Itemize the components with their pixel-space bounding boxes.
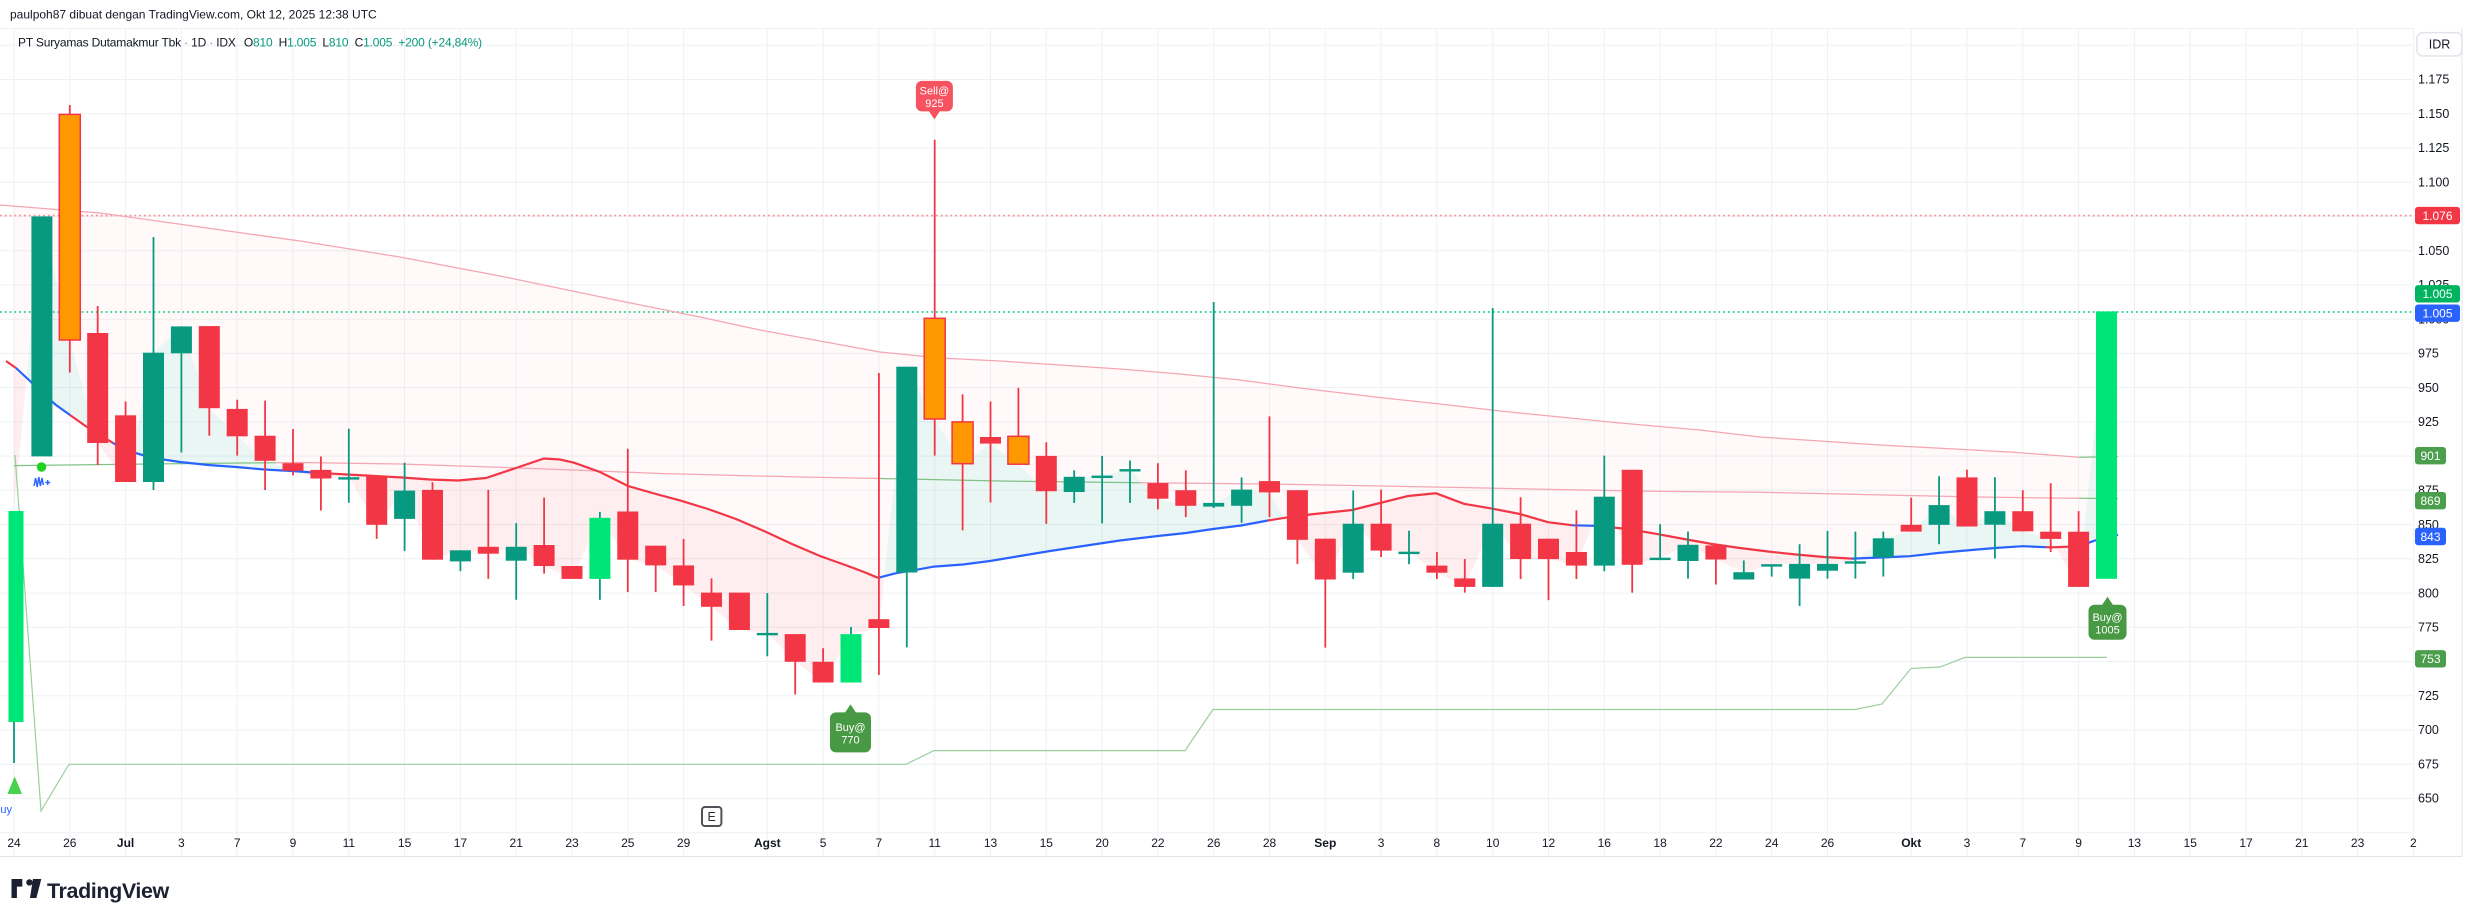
svg-text:15: 15 — [1040, 836, 1054, 850]
svg-text:23: 23 — [2351, 836, 2365, 850]
svg-text:825: 825 — [2418, 552, 2439, 566]
svg-text:Jul: Jul — [117, 836, 134, 850]
svg-text:18: 18 — [1653, 836, 1667, 850]
svg-text:22: 22 — [1151, 836, 1165, 850]
svg-text:869: 869 — [2420, 494, 2440, 508]
svg-text:2: 2 — [2410, 836, 2417, 850]
svg-text:843: 843 — [2420, 530, 2440, 544]
svg-text:9: 9 — [290, 836, 297, 850]
svg-text:1.005: 1.005 — [2422, 287, 2452, 301]
svg-text:15: 15 — [2184, 836, 2198, 850]
svg-text:3: 3 — [1964, 836, 1971, 850]
svg-text:17: 17 — [454, 836, 468, 850]
svg-text:17: 17 — [2239, 836, 2253, 850]
svg-text:9: 9 — [2075, 836, 2082, 850]
svg-text:1.150: 1.150 — [2418, 107, 2449, 121]
svg-text:7: 7 — [876, 836, 883, 850]
svg-text:11: 11 — [928, 836, 941, 850]
svg-text:16: 16 — [1598, 836, 1612, 850]
svg-text:1.100: 1.100 — [2418, 175, 2449, 189]
svg-text:8: 8 — [1434, 836, 1441, 850]
svg-text:925: 925 — [925, 98, 943, 110]
svg-text:1.005: 1.005 — [2422, 307, 2452, 321]
svg-text:Okt: Okt — [1901, 836, 1921, 850]
svg-text:13: 13 — [984, 836, 998, 850]
svg-text:1.076: 1.076 — [2422, 209, 2452, 223]
svg-text:E: E — [708, 810, 716, 824]
svg-text:901: 901 — [2420, 449, 2440, 463]
svg-text:Agst: Agst — [754, 836, 781, 850]
svg-text:11: 11 — [343, 836, 356, 850]
svg-text:25: 25 — [621, 836, 635, 850]
svg-text:950: 950 — [2418, 381, 2439, 395]
svg-text:IDR: IDR — [2429, 38, 2451, 52]
svg-text:725: 725 — [2418, 689, 2439, 703]
svg-text:7: 7 — [234, 836, 241, 850]
svg-text:5: 5 — [820, 836, 827, 850]
svg-text:23: 23 — [565, 836, 579, 850]
svg-text:700: 700 — [2418, 723, 2439, 737]
svg-text:10: 10 — [1486, 836, 1500, 850]
svg-text:675: 675 — [2418, 758, 2439, 772]
svg-text:29: 29 — [677, 836, 691, 850]
svg-text:975: 975 — [2418, 347, 2439, 361]
svg-text:770: 770 — [841, 734, 859, 746]
svg-text:21: 21 — [2295, 836, 2309, 850]
svg-text:1.125: 1.125 — [2418, 141, 2449, 155]
svg-text:21: 21 — [510, 836, 524, 850]
svg-text:1005: 1005 — [2095, 624, 2119, 636]
svg-text:15: 15 — [398, 836, 412, 850]
svg-text:paulpoh87 dibuat dengan Tradin: paulpoh87 dibuat dengan TradingView.com,… — [10, 8, 377, 22]
svg-text:TradingView: TradingView — [47, 879, 170, 903]
svg-text:24: 24 — [1765, 836, 1779, 850]
svg-text:775: 775 — [2418, 621, 2439, 635]
svg-text:Buy@: Buy@ — [2092, 612, 2122, 624]
svg-text:3: 3 — [1378, 836, 1385, 850]
svg-text:925: 925 — [2418, 415, 2439, 429]
svg-text:Sep: Sep — [1314, 836, 1336, 850]
svg-text:1.050: 1.050 — [2418, 244, 2449, 258]
svg-text:650: 650 — [2418, 792, 2439, 806]
svg-text:28: 28 — [1263, 836, 1277, 850]
svg-text:Buy@: Buy@ — [835, 722, 865, 734]
svg-text:Sell@: Sell@ — [920, 86, 950, 98]
svg-text:13: 13 — [2128, 836, 2142, 850]
svg-text:22: 22 — [1709, 836, 1723, 850]
svg-text:800: 800 — [2418, 586, 2439, 600]
svg-text:26: 26 — [63, 836, 77, 850]
svg-text:26: 26 — [1821, 836, 1835, 850]
svg-text:26: 26 — [1207, 836, 1221, 850]
svg-text:Buy: Buy — [0, 804, 12, 816]
svg-text:753: 753 — [2420, 652, 2440, 666]
svg-text:PT Suryamas Dutamakmur Tbk · 1: PT Suryamas Dutamakmur Tbk · 1D · IDX O8… — [18, 36, 482, 50]
svg-text:12: 12 — [1542, 836, 1556, 850]
svg-text:24: 24 — [7, 836, 21, 850]
svg-text:7: 7 — [2019, 836, 2026, 850]
svg-text:3: 3 — [178, 836, 185, 850]
svg-text:20: 20 — [1095, 836, 1109, 850]
svg-text:1.175: 1.175 — [2418, 73, 2449, 87]
